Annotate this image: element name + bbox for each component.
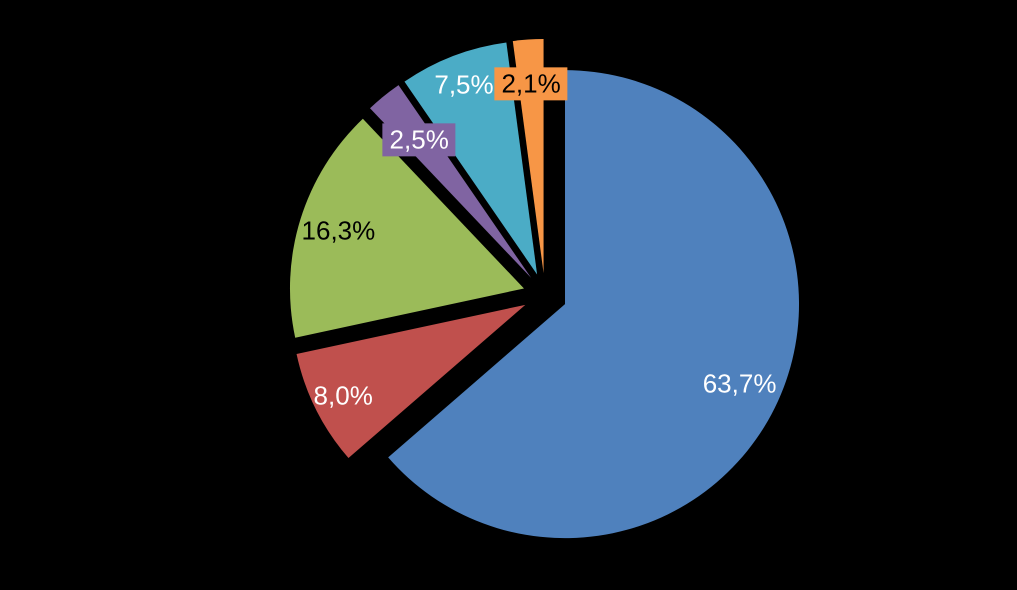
pie-slice-3 [289, 118, 524, 338]
pie-slice-1 [388, 70, 800, 539]
pie-slice-2 [296, 304, 526, 459]
